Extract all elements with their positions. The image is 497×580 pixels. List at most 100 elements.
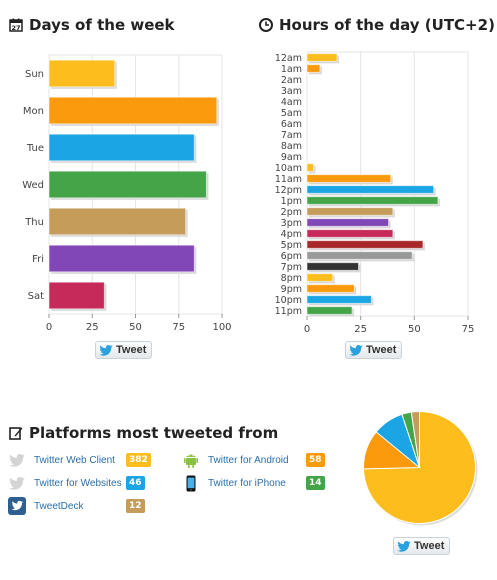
bar (48, 133, 195, 162)
bar (306, 64, 321, 73)
platforms-title: Platforms most tweeted from (9, 424, 278, 442)
hours-tweet-label: Tweet (366, 344, 397, 356)
category-label: 3am (281, 86, 302, 97)
platform-name[interactable]: Twitter for iPhone (208, 477, 286, 489)
tick-label: 25 (354, 324, 367, 335)
platform-count-badge: 12 (126, 499, 145, 513)
bird-outline-icon (8, 474, 26, 492)
platforms-title-text: Platforms most tweeted from (29, 424, 279, 442)
days-title: 27 Days of the week (9, 16, 175, 34)
bar (48, 59, 116, 88)
clock-icon (259, 18, 273, 32)
tick-label: 0 (304, 324, 310, 335)
category-label: Wed (22, 180, 44, 191)
category-label: 6pm (281, 251, 302, 262)
twitter-bird-icon (397, 540, 411, 552)
platform-item: Twitter for iPhone 14 (182, 474, 325, 492)
bar (306, 262, 360, 271)
category-label: 9am (281, 152, 302, 163)
bar (306, 273, 334, 282)
category-label: 6am (281, 119, 302, 130)
platform-name[interactable]: Twitter for Android (208, 454, 289, 466)
bar (306, 53, 338, 62)
pie-slice (363, 410, 476, 524)
category-label: Fri (32, 254, 44, 265)
bar (48, 170, 207, 199)
category-label: 12pm (275, 185, 302, 196)
category-label: 4am (281, 97, 302, 108)
iphone-icon (182, 474, 200, 492)
bird-outline-icon (8, 451, 26, 469)
platforms-tweet-button[interactable]: Tweet (393, 537, 451, 555)
category-label: 7am (281, 130, 302, 141)
bar (48, 281, 105, 310)
platform-count-badge: 46 (126, 476, 145, 490)
platform-name[interactable]: Twitter Web Client (34, 454, 115, 466)
bar (306, 306, 353, 315)
category-label: 12am (275, 53, 302, 64)
bar (306, 251, 413, 260)
platform-name[interactable]: Twitter for Websites (34, 477, 122, 489)
category-label: Sun (25, 69, 44, 80)
category-label: Tue (26, 143, 44, 154)
platform-count-badge: 14 (306, 476, 325, 490)
hours-title: Hours of the day (UTC+2) (259, 16, 495, 34)
bar (306, 295, 372, 304)
twitter-bird-icon (349, 344, 363, 356)
category-label: 5am (281, 108, 302, 119)
tweetdeck-icon (8, 497, 26, 515)
category-label: Thu (24, 217, 44, 228)
days-tweet-label: Tweet (116, 344, 147, 356)
platform-item: Twitter for Websites 46 (8, 474, 145, 492)
days-tweet-button[interactable]: Tweet (95, 341, 153, 359)
platform-item: Twitter Web Client 382 (8, 451, 151, 469)
tick-label: 75 (172, 322, 185, 333)
hours-tweet-button[interactable]: Tweet (345, 341, 403, 359)
edit-icon (9, 427, 23, 440)
platforms-tweet-label: Tweet (414, 540, 445, 552)
tick-label: 50 (129, 322, 142, 333)
category-label: 10am (275, 163, 302, 174)
tick-label: 0 (46, 322, 52, 333)
category-label: 11am (275, 174, 302, 185)
bar (306, 284, 355, 293)
tick-label: 50 (408, 324, 421, 335)
category-label: 8pm (281, 273, 302, 284)
tick-label: 100 (212, 322, 231, 333)
hours-chart: 0 25 50 7512am1am2am3am4am5am6am7am8am9am10… (275, 51, 475, 335)
calendar-icon: 27 (9, 18, 23, 32)
bar (306, 163, 314, 172)
category-label: Sat (28, 291, 44, 302)
bar (306, 229, 394, 238)
bar (306, 185, 435, 194)
platform-count-badge: 58 (306, 453, 325, 467)
bar (48, 207, 187, 236)
twitter-bird-icon (99, 344, 113, 356)
bar (306, 240, 424, 249)
hours-title-text: Hours of the day (UTC+2) (279, 16, 495, 34)
bar (306, 207, 394, 216)
category-label: 5pm (281, 240, 302, 251)
category-label: 1pm (281, 196, 302, 207)
tick-label: 25 (86, 322, 99, 333)
category-label: 1am (281, 64, 302, 75)
bar (306, 218, 390, 227)
tick-label: 75 (462, 324, 475, 335)
platform-name[interactable]: TweetDeck (34, 500, 84, 512)
days-title-text: Days of the week (29, 16, 175, 34)
category-label: 2pm (281, 207, 302, 218)
bar (48, 96, 218, 125)
android-icon (182, 451, 200, 469)
category-label: 11pm (275, 306, 302, 317)
platform-count-badge: 382 (126, 453, 151, 467)
category-label: 7pm (281, 262, 302, 273)
category-label: 10pm (275, 295, 302, 306)
platforms-pie-chart (363, 410, 478, 526)
category-label: Mon (23, 106, 44, 117)
svg-text:27: 27 (11, 24, 20, 32)
category-label: 2am (281, 75, 302, 86)
bar (306, 196, 439, 205)
category-label: 9pm (281, 284, 302, 295)
days-chart: 0 25 50 75 100 Sun Mon Tue Wed Thu Fri Sat (22, 54, 232, 333)
category-label: 8am (281, 141, 302, 152)
